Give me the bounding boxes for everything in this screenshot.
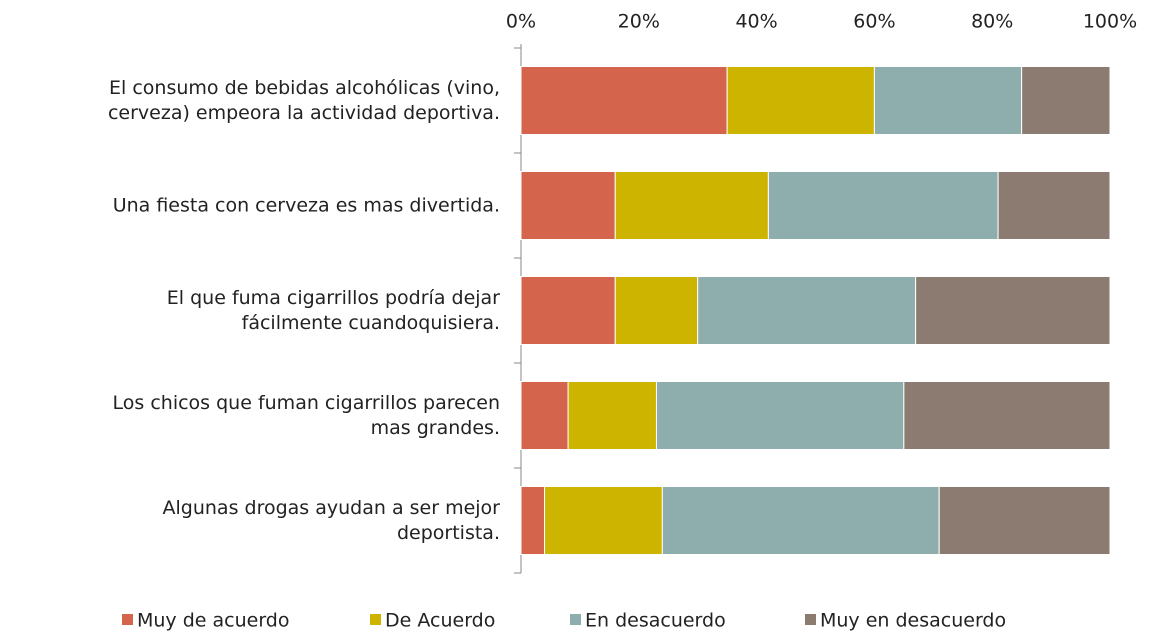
y-tick-label: Una fiesta con cerveza es mas divertida. — [112, 194, 500, 216]
bar-segment — [544, 486, 663, 555]
bar-segment — [697, 276, 917, 345]
bar-segment — [614, 171, 769, 240]
legend-swatch — [122, 614, 133, 625]
legend-swatch — [805, 614, 816, 625]
bar-segment — [567, 381, 657, 450]
x-tick-label: 60% — [853, 11, 895, 33]
legend-label: En desacuerdo — [585, 610, 726, 632]
y-tick-label: Algunas drogas ayudan a ser mejor deport… — [162, 496, 500, 544]
bar-segment — [520, 66, 728, 135]
x-tick-label: 40% — [735, 11, 777, 33]
bar-segment — [1021, 66, 1111, 135]
bar-segment — [655, 381, 905, 450]
legend-label: De Acuerdo — [385, 610, 495, 632]
legend-label: Muy en desacuerdo — [820, 610, 1006, 632]
y-tick-label: El que fuma cigarrillos podría dejar fác… — [166, 286, 500, 334]
x-tick-label: 0% — [506, 11, 536, 33]
x-tick-label: 80% — [971, 11, 1013, 33]
x-tick-label: 20% — [618, 11, 660, 33]
bar-segment — [997, 171, 1111, 240]
legend-label: Muy de acuerdo — [137, 610, 290, 632]
y-tick-label: Los chicos que fuman cigarrillos parecen… — [112, 391, 500, 439]
y-tick-label: El consumo de bebidas alcohólicas (vino,… — [107, 76, 500, 124]
bar-segment — [938, 486, 1111, 555]
bar-segment — [873, 66, 1023, 135]
bar-segment — [520, 381, 569, 450]
x-tick-label: 100% — [1083, 11, 1137, 33]
bar-segment — [661, 486, 940, 555]
bar-segment — [614, 276, 699, 345]
legend-swatch — [570, 614, 581, 625]
bar-segment — [726, 66, 875, 135]
bar-segment — [520, 276, 616, 345]
bar-segment — [767, 171, 999, 240]
bar-segment — [915, 276, 1111, 345]
bar-segment — [520, 171, 616, 240]
bar-segment — [903, 381, 1111, 450]
bar-segment — [520, 486, 546, 555]
legend-swatch — [370, 614, 381, 625]
